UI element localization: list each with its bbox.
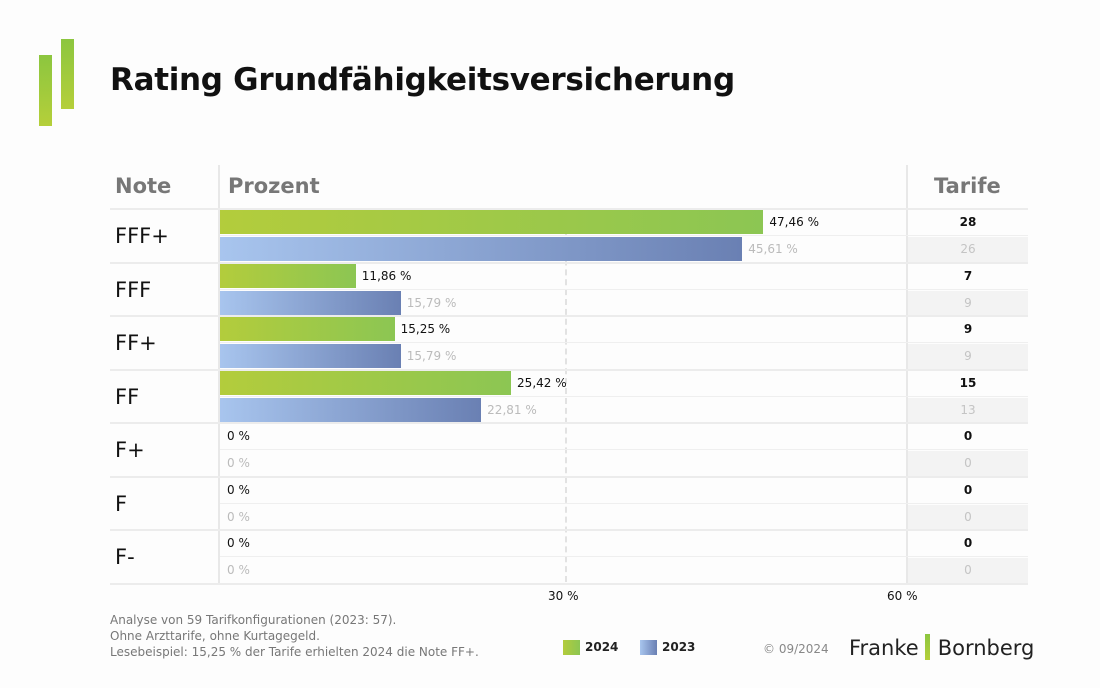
note-label: F+ (115, 438, 145, 462)
value-label-2023: 22,81 % (487, 402, 537, 417)
value-label-2023: 45,61 % (748, 242, 798, 256)
value-label-2024: 47,46 % (769, 215, 819, 229)
value-label-2024: 25,42 % (517, 375, 567, 390)
bar-2023 (220, 237, 743, 261)
value-label-2023: 0 % (227, 456, 250, 470)
value-label-2024: 0 % (227, 536, 250, 550)
subrow-divider (220, 449, 1028, 450)
value-label-2023: 0 % (227, 509, 250, 524)
value-label-2024: 0 % (227, 482, 250, 497)
value-label-2023: 15,79 % (406, 349, 457, 363)
row-divider (110, 582, 1028, 585)
note-label: F- (115, 545, 135, 569)
row-divider (110, 261, 1028, 264)
divider-note (218, 165, 220, 583)
tarife-2023: 13 (908, 397, 1028, 423)
note-label: FFF+ (115, 224, 169, 248)
row-divider (110, 475, 1028, 478)
tarife-2024: 7 (963, 268, 973, 283)
tick-label-30: 30 % (548, 589, 579, 603)
value-label-2023: 15,79 % (406, 295, 457, 310)
tarife-2023: 26 (908, 237, 1028, 262)
value-label-2024: 15,25 % (400, 322, 451, 336)
subrow-divider (220, 395, 1028, 397)
note-label: FF+ (115, 331, 157, 355)
bar-2024 (220, 263, 356, 288)
tarife-2024: 15 (959, 375, 977, 390)
bar-2023 (220, 397, 482, 422)
brand-right: Bornberg (937, 636, 1035, 660)
value-label-2023: 0 % (227, 563, 250, 577)
value-label-2024: 11,86 % (361, 268, 412, 283)
bar-2023 (220, 344, 401, 368)
footnote-3: Lesebeispiel: 15,25 % der Tarife erhielt… (110, 645, 479, 659)
tarife-2023: 9 (908, 290, 1028, 316)
tarife-2024: 0 (963, 536, 973, 550)
divider-tarife (906, 165, 908, 583)
bar-2024 (220, 370, 512, 395)
tarife-2024: 9 (963, 322, 973, 336)
footnote-1: Analyse von 59 Tarifkonfigurationen (202… (110, 613, 397, 627)
legend-label-2024: 2024 (585, 640, 619, 654)
footnote-2: Ohne Arzttarife, ohne Kurtagegeld. (110, 629, 320, 643)
tarife-2024: 0 (963, 429, 973, 443)
tarife-2023: 9 (908, 344, 1028, 369)
tarife-2023: 0 (908, 451, 1028, 476)
brand-separator-icon (924, 634, 930, 660)
bar-2023 (220, 290, 401, 315)
tarife-2023: 0 (908, 504, 1028, 530)
logo-bar-left (39, 55, 52, 126)
subrow-divider (220, 556, 1028, 557)
brand-logo: Franke Bornberg (849, 634, 1034, 660)
chart-title: Rating Grundfähigkeitsversicherung (110, 62, 735, 98)
row-divider (110, 422, 1028, 424)
logo-bar-right (61, 39, 74, 109)
note-label: FF (115, 384, 140, 409)
subrow-divider (220, 342, 1028, 343)
subrow-divider (220, 502, 1028, 504)
legend-swatch-2023 (640, 640, 657, 655)
header-note: Note (115, 174, 172, 198)
tick-label-60: 60 % (887, 589, 918, 603)
legend-label-2023: 2023 (662, 640, 696, 654)
row-divider (110, 208, 1028, 210)
legend-swatch-2024 (563, 640, 580, 655)
header-prozent: Prozent (228, 174, 320, 198)
brand-left: Franke (849, 636, 919, 660)
tarife-2024: 28 (959, 215, 977, 229)
note-label: F (115, 491, 128, 516)
copyright: © 09/2024 (763, 642, 829, 656)
tarife-2024: 0 (963, 482, 973, 497)
row-divider (110, 315, 1028, 317)
row-divider (110, 368, 1028, 371)
bar-2024 (220, 317, 395, 341)
header-tarife: Tarife (934, 174, 1001, 198)
value-label-2024: 0 % (227, 429, 250, 443)
bar-2024 (220, 210, 764, 234)
row-divider (110, 529, 1028, 531)
tarife-2023: 0 (908, 558, 1028, 583)
subrow-divider (220, 235, 1028, 236)
subrow-divider (220, 288, 1028, 290)
note-label: FFF (115, 277, 152, 302)
